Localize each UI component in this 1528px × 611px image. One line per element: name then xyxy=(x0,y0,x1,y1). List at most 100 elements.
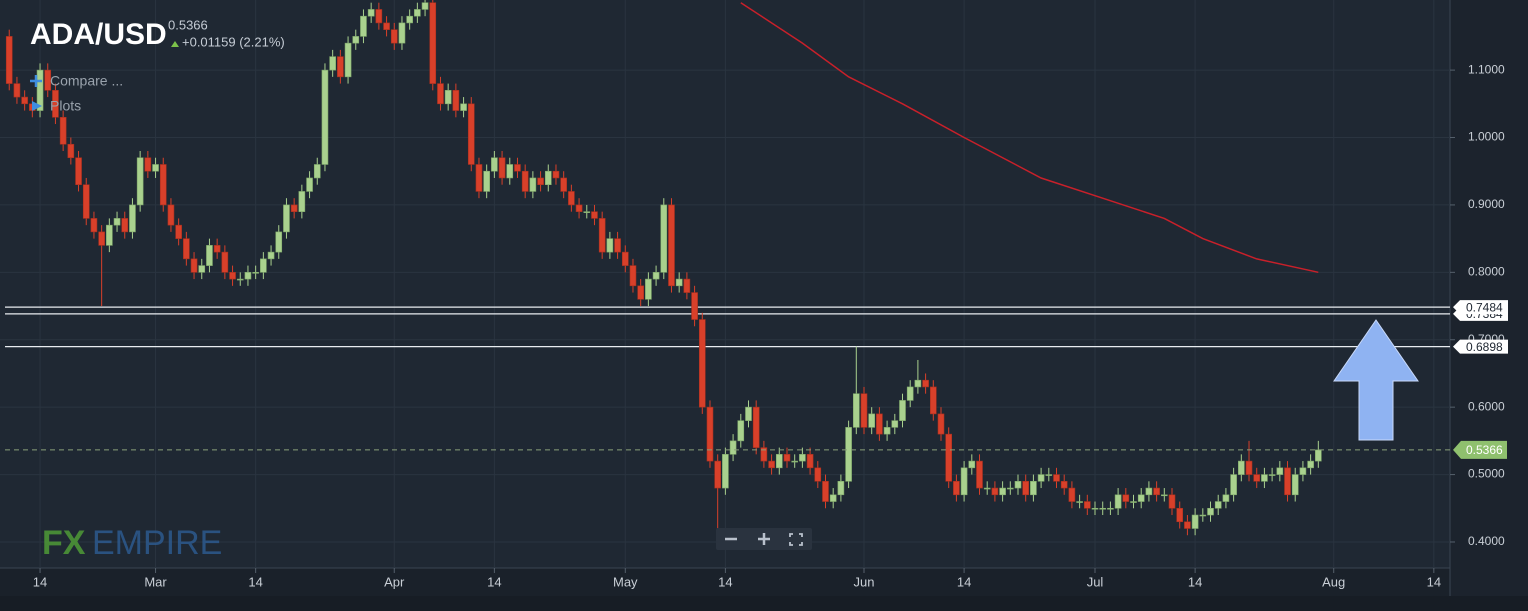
candle-body xyxy=(1030,481,1037,496)
y-tick-label: 0.6000 xyxy=(1468,399,1505,413)
candle-body xyxy=(1091,507,1099,510)
zoom-in[interactable] xyxy=(758,533,770,545)
x-tick-label: May xyxy=(613,574,638,589)
candle-body xyxy=(167,204,175,226)
candle-body xyxy=(606,238,614,253)
plots-icon[interactable] xyxy=(32,101,42,111)
candle-body xyxy=(1276,467,1284,475)
candle-body xyxy=(560,177,567,192)
plots-label[interactable]: Plots xyxy=(50,98,81,114)
candle-body xyxy=(783,454,791,462)
candle-body xyxy=(506,164,514,179)
y-tick-label: 1.0000 xyxy=(1468,130,1505,144)
candle-body xyxy=(329,56,336,71)
up-arrow xyxy=(1333,319,1419,441)
candle-body xyxy=(1284,467,1291,496)
candle-body xyxy=(90,218,98,233)
candle-body xyxy=(275,231,283,253)
candle-body xyxy=(221,251,229,273)
level-tag xyxy=(1453,339,1508,354)
candle-body xyxy=(583,211,591,213)
candle-body xyxy=(722,454,729,489)
candle-body xyxy=(937,413,945,435)
candle-body xyxy=(152,164,159,172)
candle-body xyxy=(421,2,429,10)
y-tick-label: 0.8000 xyxy=(1468,265,1505,279)
candle-body xyxy=(121,218,129,233)
compare-icon[interactable] xyxy=(30,75,42,87)
candle-body xyxy=(691,292,698,320)
candle-body xyxy=(437,83,444,105)
candle-body xyxy=(621,251,629,266)
candle-body xyxy=(106,224,113,246)
y-tick-label: 0.4000 xyxy=(1468,534,1505,548)
candle-body xyxy=(375,9,383,24)
levels xyxy=(5,306,1450,348)
candle-body xyxy=(290,204,298,212)
candle-body xyxy=(953,481,960,496)
candle-body xyxy=(806,454,814,469)
candle-body xyxy=(144,157,152,172)
candle-body xyxy=(67,143,75,159)
candle-body xyxy=(1261,474,1268,482)
candle-body xyxy=(645,278,652,300)
candle-body xyxy=(698,319,706,408)
candle-body xyxy=(745,406,752,421)
candle-body xyxy=(706,406,714,462)
candle-body xyxy=(1114,494,1122,509)
candle-body xyxy=(13,83,21,98)
candle-body xyxy=(59,116,67,145)
candle-body xyxy=(760,447,768,462)
fullscreen-button[interactable] xyxy=(789,533,803,546)
x-tick-label: 14 xyxy=(1188,574,1202,589)
candle-body xyxy=(337,56,344,78)
candle-body xyxy=(1230,474,1237,496)
candle-body xyxy=(1168,494,1176,509)
candle-body xyxy=(1161,494,1168,497)
y-tick-label: 0.5000 xyxy=(1468,467,1505,481)
candle-body xyxy=(460,103,467,111)
candle-body xyxy=(714,460,721,489)
candle-body xyxy=(1214,501,1222,509)
candle-body xyxy=(1145,487,1153,496)
logo-empire: EMPIRE xyxy=(92,524,222,562)
current-price-label: 0.5366 xyxy=(1466,443,1503,457)
candle-body xyxy=(367,9,375,17)
y-tick-label: 0.9000 xyxy=(1468,197,1505,211)
candle-body xyxy=(298,191,306,212)
plots-button[interactable]: Plots xyxy=(32,98,81,114)
candle-body xyxy=(82,184,90,219)
moving-average xyxy=(740,2,1319,274)
candle-body xyxy=(1137,494,1145,502)
footer xyxy=(0,596,1528,611)
candle-body xyxy=(514,164,521,172)
candle-body xyxy=(568,191,575,206)
candle-body xyxy=(1207,507,1214,516)
x-tick-label: 14 xyxy=(248,574,262,589)
candle-body xyxy=(822,481,829,502)
candle-body xyxy=(552,170,560,179)
candle-body xyxy=(906,386,914,401)
candle-body xyxy=(190,258,198,273)
candle-body xyxy=(136,157,144,206)
candle-body xyxy=(537,177,544,186)
candle-body xyxy=(922,379,929,388)
x-tick-label: 14 xyxy=(1427,574,1441,589)
x-tick-label: 14 xyxy=(957,574,971,589)
candle-body xyxy=(814,467,822,482)
candle-body xyxy=(321,69,329,165)
compare-button[interactable]: Compare ... xyxy=(30,73,123,89)
candle-body xyxy=(236,278,244,281)
candle-body xyxy=(414,9,421,17)
candle-body xyxy=(544,170,552,186)
candle-body xyxy=(444,90,452,105)
candle-body xyxy=(960,467,968,496)
candle-body xyxy=(383,22,390,30)
current-price-tag xyxy=(1453,440,1507,459)
candle-body xyxy=(1053,474,1060,482)
candle-body xyxy=(260,258,267,273)
candle-body xyxy=(498,157,506,179)
candle-body xyxy=(244,272,252,280)
compare-label[interactable]: Compare ... xyxy=(50,73,123,89)
